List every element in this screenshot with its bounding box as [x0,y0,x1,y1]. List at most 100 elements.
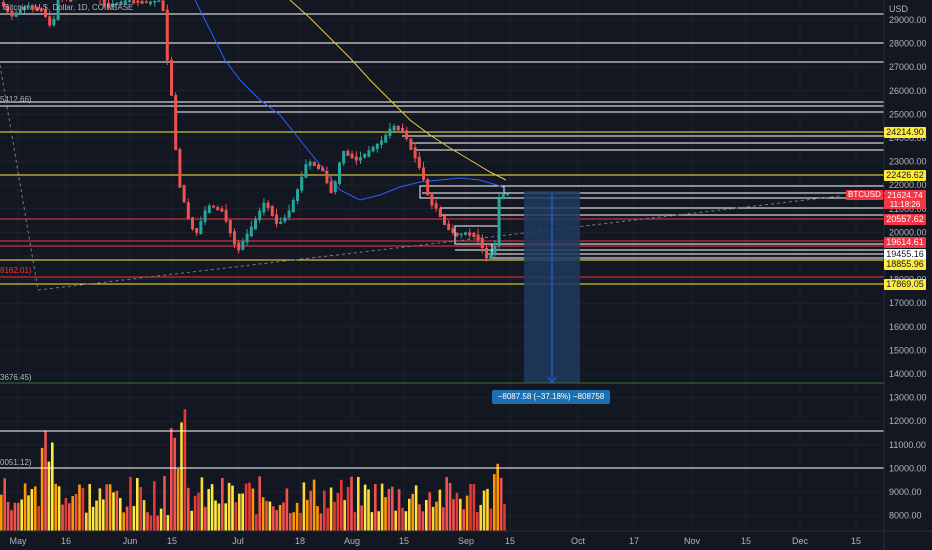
candle-body [354,156,358,161]
price-tick: 23000.00 [889,157,927,167]
volume-bar [261,497,265,531]
price-tick: 9000.00 [889,487,922,497]
volume-bar [275,510,278,531]
candle-body [237,242,241,251]
volume-bar [258,476,261,531]
measure-label[interactable]: −8087.58 (−37.18%) −808758 [492,390,610,404]
time-tick: Sep [458,536,474,546]
volume-bar [170,428,173,531]
volume-bar [88,484,91,531]
symbol-title[interactable]: Bitcoin / U.S. Dollar, 1D, COINBASE [4,3,134,12]
volume-bar [23,483,27,531]
candle-body [506,194,509,196]
candle-body [308,161,312,166]
volume-bar [57,486,61,531]
volume-bar [217,503,221,531]
candle-body [233,231,236,245]
time-tick: Jul [232,536,244,546]
volume-bar [34,486,37,531]
ma-blue-line [194,0,507,201]
candle-body [464,232,467,235]
volume-bar [214,500,217,531]
volume-bar [136,478,139,531]
volume-bar [156,515,159,531]
volume-bar [180,422,183,531]
volume-bar [455,492,459,531]
candle-body [325,171,329,184]
candle-body [300,176,304,191]
volume-bar [44,430,47,531]
price-tick: 16000.00 [889,322,927,332]
candle-body [212,205,215,208]
left-label-1: 5412.66) [0,95,32,104]
measure-tool[interactable] [524,191,580,384]
volume-bar [17,502,20,531]
candle-body [388,128,392,136]
candle-body [44,9,47,17]
volume-bar [282,502,285,531]
volume-bar [173,437,176,531]
candle-body [161,0,165,12]
volume-bar [418,504,421,531]
range-box[interactable] [419,185,505,199]
volume-bar [431,506,435,531]
volume-bar [119,498,122,531]
candle-body [31,5,35,10]
time-tick: 18 [295,536,305,546]
volume-bar [122,512,125,531]
price-tick: 28000.00 [889,39,927,49]
volume-bar [105,484,108,531]
volume-bar [159,508,163,531]
level-tag-l22426: 22426.62 [884,170,926,181]
candle-body [375,143,379,149]
volume-bar [397,489,401,531]
volume-bar [289,513,292,531]
volume-bar [442,507,445,531]
candle-body [220,208,224,212]
volume-bar [13,502,17,531]
volume-bar [360,505,363,531]
candle-body [224,209,228,222]
candle-body [149,1,152,4]
volume-bar [476,512,479,531]
candle-body [275,214,278,224]
level-tag-l24214: 24214.90 [884,127,926,138]
candle-body [417,157,421,168]
volume-bar [183,409,187,531]
volume-bar [486,488,489,531]
volume-bar [27,495,30,531]
candle-body [107,2,110,8]
candle-body [27,5,31,8]
volume-bar [493,474,496,531]
candle-body [23,6,26,11]
volume-bar [238,493,241,531]
candle-body [317,164,320,169]
candle-body [178,149,182,188]
volume-bar [142,500,146,531]
volume-bar [411,493,414,531]
candle-body [140,1,144,4]
volume-bar [255,514,258,531]
candle-body [476,234,480,241]
volume-bar [81,487,85,531]
volume-bar [353,512,357,531]
candle-body [270,205,274,216]
volume-bar [268,501,272,531]
candle-body [434,203,438,209]
volume-bar [47,461,51,531]
volume-bar [108,484,112,531]
volume-bar [6,501,10,531]
candle-body [119,1,123,5]
candle-body [279,221,283,224]
volume-bar [357,476,360,531]
trend-lines[interactable] [0,64,841,291]
horizontal-levels[interactable] [0,13,884,469]
candle-body [451,228,455,233]
candle-body [497,198,501,246]
currency-label[interactable]: USD [889,4,909,14]
candle-body [174,95,178,151]
time-tick: 16 [61,536,71,546]
volume-bar [95,500,98,531]
